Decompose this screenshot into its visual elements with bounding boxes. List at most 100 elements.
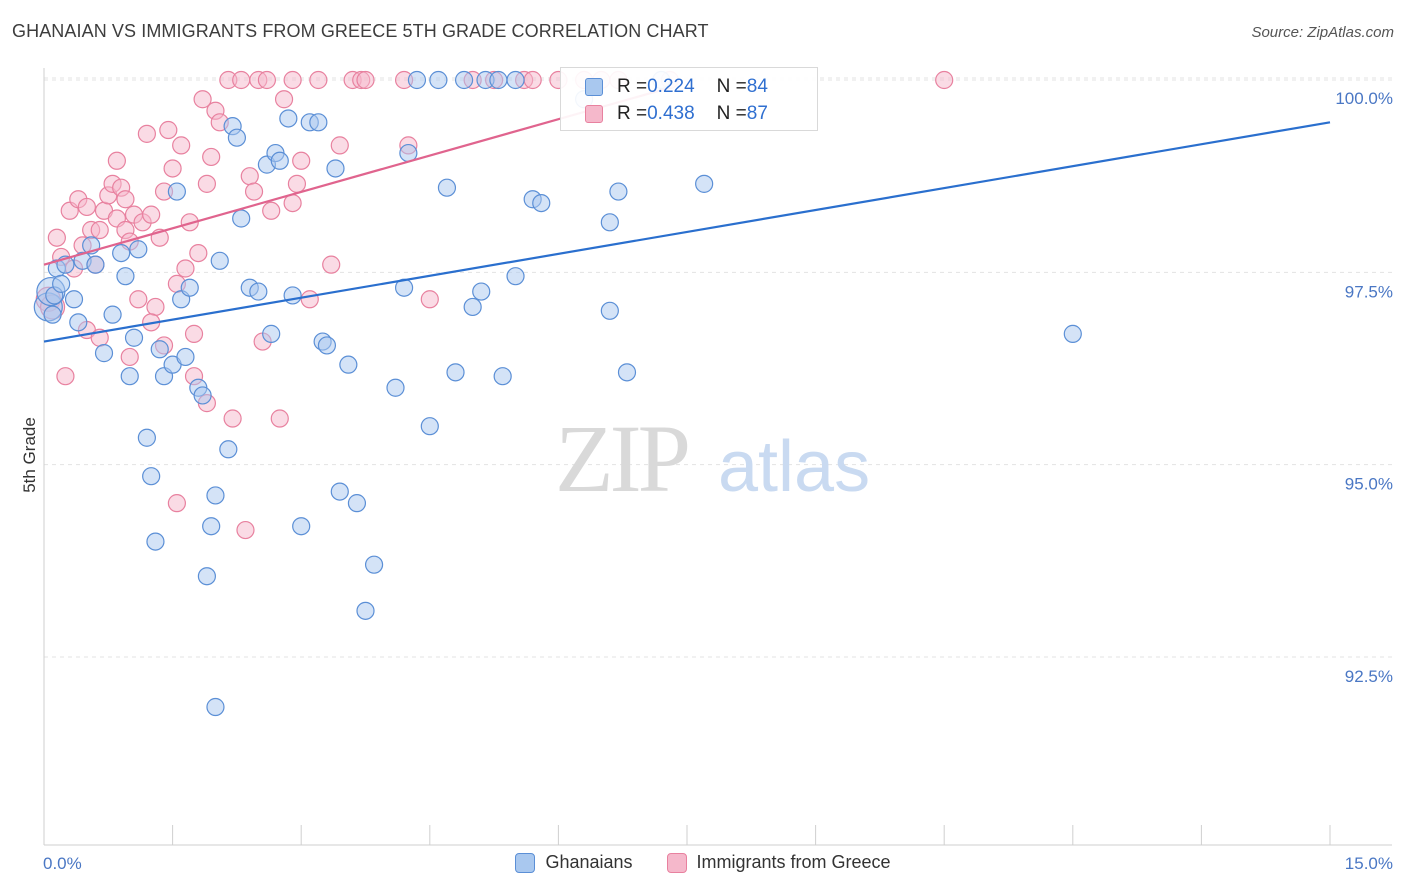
data-point	[167, 182, 186, 201]
data-point	[339, 355, 358, 374]
data-point	[210, 251, 229, 270]
chart-title: GHANAIAN VS IMMIGRANTS FROM GREECE 5TH G…	[12, 21, 709, 41]
data-point	[506, 267, 525, 286]
data-point	[129, 240, 148, 259]
data-point	[446, 363, 465, 382]
data-point	[137, 124, 156, 143]
data-point	[90, 220, 109, 240]
x-tick-label-min: 0.0%	[43, 854, 82, 873]
data-point	[103, 305, 122, 324]
data-point	[407, 70, 427, 90]
data-point	[287, 174, 307, 193]
legend-item-greece[interactable]: Immigrants from Greece	[666, 852, 891, 873]
data-point	[330, 136, 349, 155]
data-point	[274, 90, 294, 109]
data-point	[232, 70, 251, 90]
data-point	[326, 159, 345, 178]
data-point	[159, 120, 178, 140]
data-point	[617, 363, 637, 382]
data-point	[206, 697, 225, 717]
data-point	[77, 197, 96, 217]
data-point	[172, 136, 191, 155]
data-point	[454, 70, 474, 90]
data-point	[150, 340, 169, 359]
legend-n-label: N =	[716, 76, 747, 97]
axes	[43, 68, 1392, 846]
data-point	[600, 301, 619, 320]
data-point	[240, 167, 259, 186]
data-point	[317, 336, 337, 355]
data-point	[163, 159, 182, 178]
data-point	[227, 128, 246, 147]
series-legend: Ghanaians Immigrants from Greece	[0, 852, 1406, 873]
data-point	[695, 174, 714, 193]
legend-n-value: 84	[746, 76, 768, 97]
data-point	[463, 297, 482, 317]
data-point	[189, 244, 208, 263]
watermark-atlas: atlas	[718, 427, 870, 507]
legend-label-ghanaians: Ghanaians	[545, 852, 633, 872]
data-point	[86, 255, 105, 274]
data-point	[142, 467, 161, 486]
y-tick-label: 97.5%	[1345, 282, 1393, 301]
y-tick-label: 92.5%	[1345, 667, 1393, 686]
data-point	[64, 290, 84, 309]
data-point	[232, 209, 251, 228]
data-point	[309, 113, 328, 132]
data-point	[202, 147, 221, 167]
y-tick-label: 95.0%	[1345, 475, 1393, 494]
data-point	[437, 178, 457, 197]
data-point	[292, 517, 311, 536]
data-point	[193, 386, 212, 405]
legend-swatch-greece	[666, 852, 687, 873]
data-point	[176, 347, 195, 367]
y-axis-title: 5th Grade	[20, 417, 39, 493]
data-point	[167, 494, 186, 513]
data-point	[94, 344, 114, 363]
x-tick-label-max: 15.0%	[1345, 854, 1393, 873]
data-point	[184, 324, 204, 343]
legend-n-label: N =	[716, 103, 747, 124]
data-point	[257, 70, 277, 90]
data-point	[206, 486, 225, 505]
data-point	[116, 190, 135, 209]
data-point	[47, 228, 66, 247]
data-point	[146, 532, 165, 551]
data-point	[523, 70, 542, 90]
data-point	[420, 417, 439, 436]
trend-line-ghanaians	[43, 121, 1331, 343]
data-point	[219, 440, 238, 459]
legend-row-greece: R = 0.438 N = 87	[585, 102, 768, 126]
stats-legend: R = 0.224 N = 84 R = 0.438 N = 87	[560, 67, 818, 131]
y-tick-label: 100.0%	[1335, 89, 1393, 108]
legend-item-ghanaians[interactable]: Ghanaians	[515, 852, 633, 873]
data-point	[420, 290, 439, 309]
data-point	[532, 193, 551, 213]
data-point	[322, 255, 341, 274]
data-point	[283, 286, 302, 305]
data-point	[142, 205, 161, 224]
legend-n-value: 87	[746, 103, 768, 124]
data-point	[56, 367, 75, 386]
data-point	[69, 313, 88, 332]
data-point	[270, 151, 289, 170]
data-point	[244, 182, 264, 201]
data-point	[279, 109, 298, 128]
data-point	[52, 274, 71, 293]
data-point	[493, 367, 512, 386]
data-point	[116, 267, 135, 286]
data-point	[120, 367, 139, 386]
data-point	[429, 70, 448, 90]
data-point	[120, 347, 139, 367]
data-point	[43, 305, 62, 324]
data-point	[356, 70, 375, 90]
data-point	[176, 259, 195, 278]
series-ghanaians	[33, 70, 1082, 717]
legend-swatch-blue	[585, 78, 603, 96]
data-point	[472, 282, 491, 301]
data-point	[506, 70, 525, 90]
data-point	[609, 182, 628, 201]
data-point	[283, 70, 302, 90]
data-point	[935, 70, 954, 90]
